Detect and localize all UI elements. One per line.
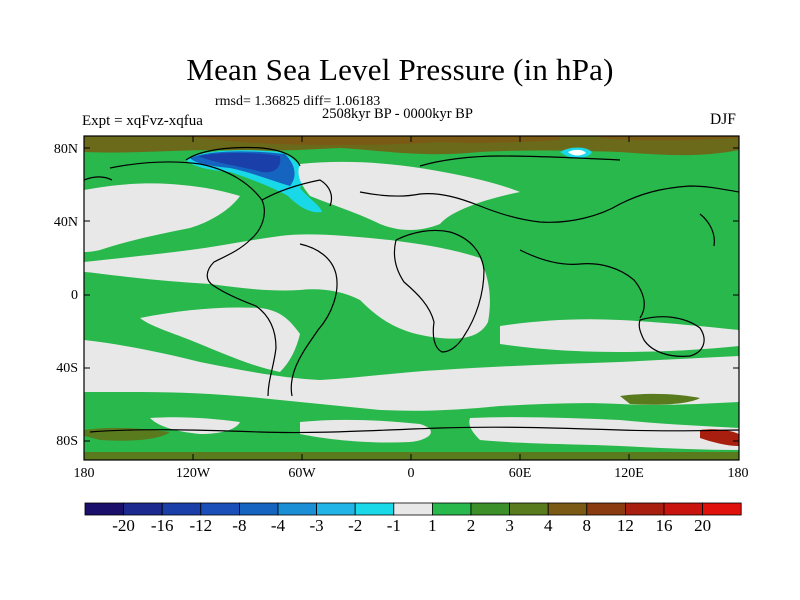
field-white-npacific bbox=[84, 183, 240, 252]
colorbar-label: 4 bbox=[543, 516, 553, 535]
colorbar-label: -1 bbox=[386, 516, 401, 535]
lon-label-60e: 60E bbox=[508, 466, 532, 481]
colorbar-label: 2 bbox=[466, 516, 476, 535]
colorbar-box bbox=[161, 502, 202, 516]
colorbar-box bbox=[663, 502, 703, 516]
field-white-siberia bbox=[568, 149, 586, 156]
lat-label-80n: 80N bbox=[53, 142, 78, 157]
colorbar-label: -16 bbox=[150, 516, 174, 535]
colorbar-label: -20 bbox=[112, 516, 135, 535]
field-white-antarctic-c bbox=[150, 417, 240, 434]
field-white-southern-ocean bbox=[84, 340, 739, 411]
lat-label-40s: 40S bbox=[56, 361, 78, 376]
colorbar-box bbox=[200, 502, 240, 516]
pressure-field bbox=[84, 136, 739, 460]
colorbar-box bbox=[393, 502, 433, 516]
colorbar-label: 1 bbox=[428, 516, 437, 535]
field-darkbrown-arctic bbox=[180, 136, 560, 145]
colorbar-box bbox=[431, 502, 472, 516]
field-white-spacific bbox=[140, 307, 300, 372]
period-label: 2508kyr BP - 0000kyr BP bbox=[322, 106, 473, 122]
colorbar-box bbox=[238, 502, 279, 516]
colorbar-box bbox=[316, 502, 356, 516]
colorbar-box bbox=[470, 502, 510, 516]
colorbar-box bbox=[625, 502, 665, 516]
field-white-tropics bbox=[84, 234, 490, 339]
colorbar-label: 20 bbox=[694, 516, 712, 535]
field-red-south bbox=[700, 429, 739, 446]
lat-label-80s: 80S bbox=[56, 434, 78, 449]
field-darkblue-labrador bbox=[198, 153, 281, 173]
lon-label-120w: 120W bbox=[175, 466, 211, 481]
lat-label-0: 0 bbox=[71, 288, 78, 303]
coastlines bbox=[84, 146, 739, 434]
field-white-antarctic-b bbox=[469, 417, 739, 450]
colorbar-box bbox=[84, 502, 124, 516]
colorbar-box bbox=[123, 502, 163, 516]
chart-title: Mean Sea Level Pressure (in hPa) bbox=[186, 52, 614, 87]
field-white-indian bbox=[500, 319, 739, 352]
colorbar-label: 8 bbox=[582, 516, 592, 535]
colorbar-label: 16 bbox=[655, 516, 673, 535]
colorbar-label: -8 bbox=[232, 516, 247, 535]
colorbar-box bbox=[509, 502, 549, 516]
season-label: DJF bbox=[710, 111, 736, 128]
lat-label-40n: 40N bbox=[53, 215, 78, 230]
lon-label-60w: 60W bbox=[288, 466, 316, 481]
colorbar-box bbox=[277, 502, 317, 516]
colorbar-label: 12 bbox=[616, 516, 634, 535]
colorbar-label: -3 bbox=[309, 516, 324, 535]
lon-label-180e: 180 bbox=[727, 466, 749, 481]
colorbar-box bbox=[547, 502, 588, 516]
colorbar-box bbox=[702, 502, 742, 516]
field-olive-south-b bbox=[620, 393, 700, 405]
colorbar-box bbox=[354, 502, 395, 516]
field-darkbrown-siberia bbox=[600, 136, 739, 141]
lon-label-120e: 120E bbox=[614, 466, 644, 481]
lon-label-0: 0 bbox=[407, 466, 415, 481]
colorbar bbox=[84, 502, 742, 516]
colorbar-box bbox=[586, 502, 626, 516]
colorbar-label: -12 bbox=[189, 516, 213, 535]
colorbar-label: 3 bbox=[505, 516, 514, 535]
rmsd-diff-stats: rmsd= 1.36825 diff= 1.06183 bbox=[215, 94, 381, 109]
colorbar-label: -2 bbox=[348, 516, 363, 535]
lon-label-180w: 180 bbox=[73, 466, 95, 481]
axis-ticks bbox=[84, 136, 739, 460]
experiment-label: Expt = xqFvz-xqfua bbox=[82, 113, 203, 129]
colorbar-label: -4 bbox=[270, 516, 286, 535]
